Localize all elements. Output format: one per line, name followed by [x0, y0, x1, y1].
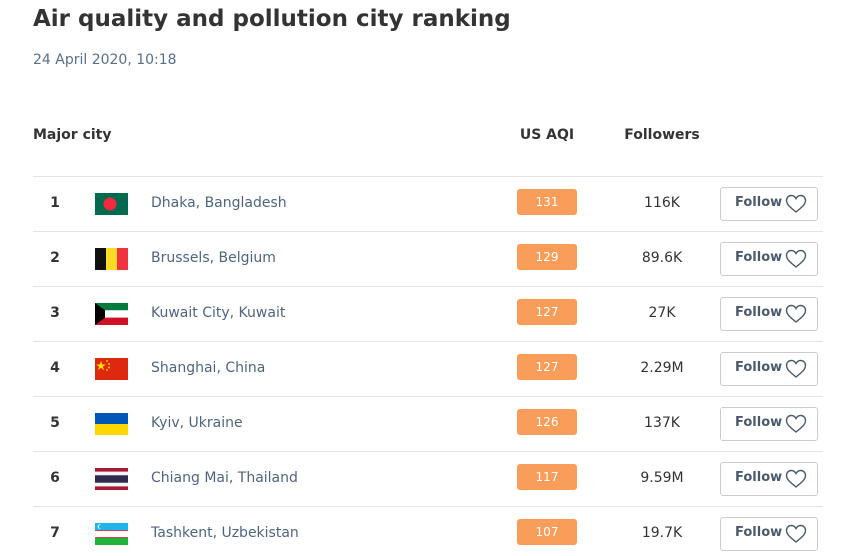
follow-button[interactable]: Follow: [720, 407, 818, 441]
city-name: Dhaka, Bangladesh: [151, 195, 287, 211]
row-divider: [33, 231, 823, 232]
follow-label: Follow: [735, 525, 783, 540]
heart-icon: [785, 524, 807, 543]
rank: 4: [50, 360, 60, 376]
aqi-badge: 126: [517, 409, 577, 435]
row-divider: [33, 396, 823, 397]
followers: 19.7K: [641, 525, 683, 541]
aqi-badge: 117: [517, 464, 577, 490]
row-divider: [33, 451, 823, 452]
rank: 3: [50, 305, 60, 321]
followers: 137K: [644, 415, 680, 431]
city-name: Kuwait City, Kuwait: [151, 305, 286, 321]
city-name: Kyiv, Ukraine: [151, 415, 243, 431]
follow-button[interactable]: Follow: [720, 297, 818, 331]
city-name: Shanghai, China: [151, 360, 266, 376]
follow-button[interactable]: Follow: [720, 242, 818, 276]
flag-icon: [95, 248, 128, 270]
aqi-badge: 129: [517, 244, 577, 270]
flag-icon: [95, 303, 128, 325]
heart-icon: [785, 249, 807, 268]
column-header: Major city: [33, 127, 112, 143]
followers: 116K: [644, 195, 680, 211]
aqi-badge: 127: [517, 354, 577, 380]
flag-icon: [95, 523, 128, 545]
follow-button[interactable]: Follow: [720, 517, 818, 551]
row-divider: [33, 176, 823, 177]
flag-icon: [95, 468, 128, 490]
row-divider: [33, 506, 823, 507]
rank: 2: [50, 250, 60, 266]
page-title: Air quality and pollution city ranking: [33, 6, 511, 32]
row-divider: [33, 286, 823, 287]
followers: 27K: [648, 305, 676, 321]
follow-label: Follow: [735, 250, 783, 265]
aqi-badge: 131: [517, 189, 577, 215]
city-name: Chiang Mai, Thailand: [151, 470, 298, 486]
date: 24 April 2020, 10:18: [33, 52, 177, 68]
rank: 1: [50, 195, 60, 211]
heart-icon: [785, 414, 807, 433]
aqi-badge: 107: [517, 519, 577, 545]
follow-label: Follow: [735, 470, 783, 485]
city-name: Brussels, Belgium: [151, 250, 276, 266]
follow-button[interactable]: Follow: [720, 352, 818, 386]
followers: 9.59M: [640, 470, 684, 486]
row-divider: [33, 341, 823, 342]
rank: 7: [50, 525, 60, 541]
follow-label: Follow: [735, 360, 783, 375]
follow-label: Follow: [735, 195, 783, 210]
heart-icon: [785, 469, 807, 488]
heart-icon: [785, 359, 807, 378]
city-name: Tashkent, Uzbekistan: [151, 525, 299, 541]
aqi-badge: 127: [517, 299, 577, 325]
flag-icon: [95, 413, 128, 435]
followers: 89.6K: [641, 250, 683, 266]
follow-button[interactable]: Follow: [720, 187, 818, 221]
follow-label: Follow: [735, 305, 783, 320]
heart-icon: [785, 194, 807, 213]
rank: 5: [50, 415, 60, 431]
follow-label: Follow: [735, 415, 783, 430]
flag-icon: [95, 358, 128, 380]
rank: 6: [50, 470, 60, 486]
follow-button[interactable]: Follow: [720, 462, 818, 496]
heart-icon: [785, 304, 807, 323]
flag-icon: [95, 193, 128, 215]
column-header: Followers: [624, 127, 700, 143]
followers: 2.29M: [640, 360, 684, 376]
column-header: US AQI: [519, 127, 575, 143]
